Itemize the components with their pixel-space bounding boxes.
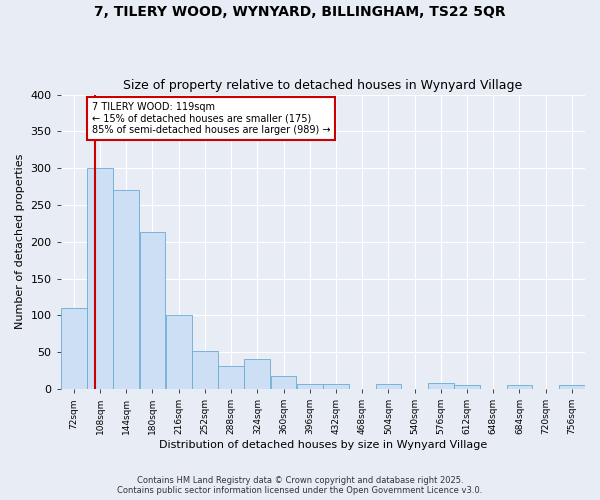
Bar [559, 386, 585, 389]
Bar [244, 359, 270, 389]
Bar [323, 384, 349, 389]
Bar [271, 376, 296, 389]
Bar [218, 366, 244, 389]
Bar [428, 383, 454, 389]
Y-axis label: Number of detached properties: Number of detached properties [15, 154, 25, 330]
Bar [454, 386, 480, 389]
Text: 7 TILERY WOOD: 119sqm
← 15% of detached houses are smaller (175)
85% of semi-det: 7 TILERY WOOD: 119sqm ← 15% of detached … [92, 102, 331, 135]
Bar [87, 168, 113, 389]
Bar [297, 384, 323, 389]
Bar [506, 386, 532, 389]
X-axis label: Distribution of detached houses by size in Wynyard Village: Distribution of detached houses by size … [159, 440, 487, 450]
Bar [376, 384, 401, 389]
Title: Size of property relative to detached houses in Wynyard Village: Size of property relative to detached ho… [123, 79, 523, 92]
Text: 7, TILERY WOOD, WYNYARD, BILLINGHAM, TS22 5QR: 7, TILERY WOOD, WYNYARD, BILLINGHAM, TS2… [94, 5, 506, 19]
Bar [192, 351, 218, 389]
Bar [113, 190, 139, 389]
Bar [140, 232, 166, 389]
Bar [61, 308, 86, 389]
Bar [166, 314, 191, 389]
Text: Contains HM Land Registry data © Crown copyright and database right 2025.
Contai: Contains HM Land Registry data © Crown c… [118, 476, 482, 495]
